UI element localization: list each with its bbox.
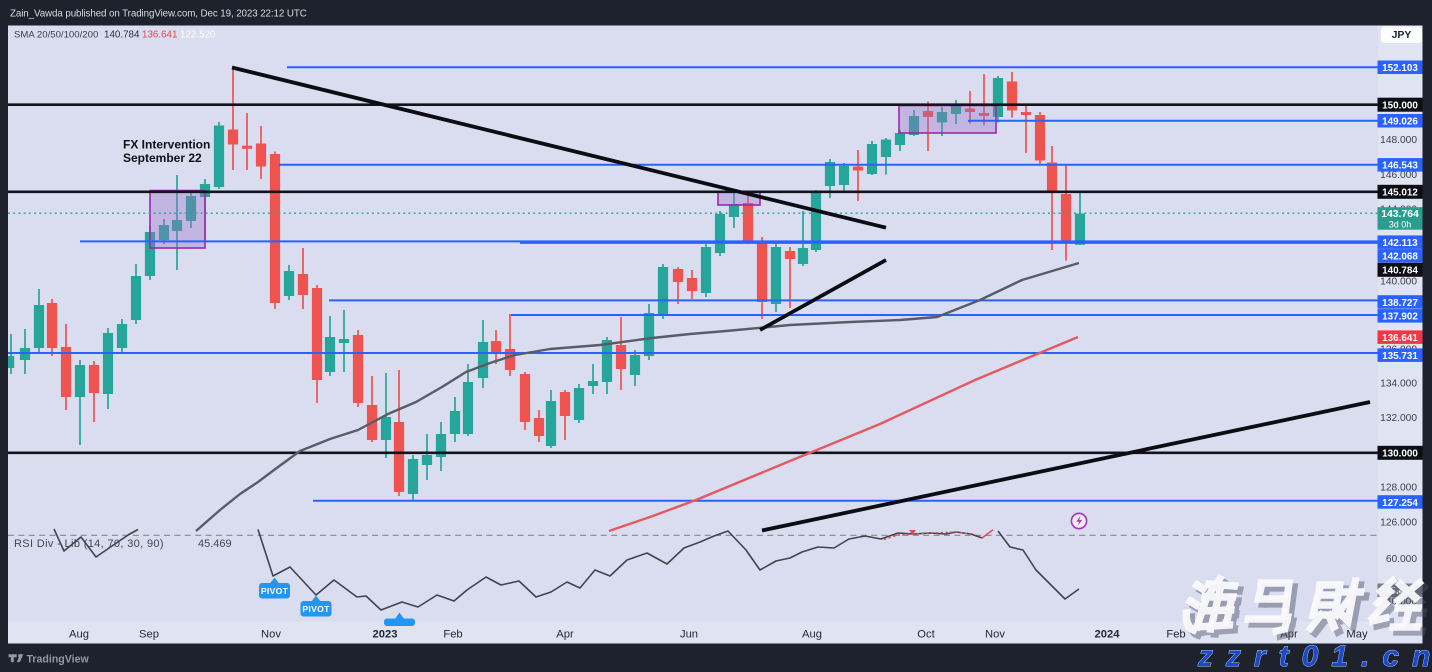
svg-text:Zain_Vawda published on Tradin: Zain_Vawda published on TradingView.com,… (10, 9, 307, 20)
svg-text:128.000: 128.000 (1380, 483, 1417, 494)
svg-text:143.764: 143.764 (1381, 209, 1419, 220)
svg-text:140.000: 140.000 (1380, 277, 1417, 288)
svg-text:September 22: September 22 (123, 151, 202, 165)
svg-text:130.000: 130.000 (1382, 449, 1418, 460)
svg-text:PIVOT: PIVOT (261, 586, 289, 596)
svg-text:Aug: Aug (69, 629, 89, 641)
svg-text:126.000: 126.000 (1380, 517, 1417, 528)
svg-text:60.000: 60.000 (1386, 554, 1417, 565)
svg-text:May: May (1346, 629, 1368, 641)
svg-text:122.520: 122.520 (180, 30, 216, 41)
svg-text:146.543: 146.543 (1382, 161, 1418, 172)
svg-text:149.026: 149.026 (1382, 117, 1418, 128)
svg-text:132.000: 132.000 (1380, 413, 1417, 424)
svg-text:45.469: 45.469 (198, 538, 232, 550)
svg-text:142.068: 142.068 (1382, 252, 1418, 263)
svg-text:Apr: Apr (556, 629, 574, 641)
svg-text:150.000: 150.000 (1382, 101, 1418, 112)
svg-text:136.641: 136.641 (1382, 333, 1418, 344)
svg-text:146.000: 146.000 (1380, 170, 1417, 181)
svg-text:zzrt01.cn: zzrt01.cn (1197, 640, 1432, 672)
svg-text:127.254: 127.254 (1382, 498, 1418, 509)
svg-text:3d 0h: 3d 0h (1389, 220, 1412, 230)
svg-text:2023: 2023 (373, 629, 398, 641)
svg-text:145.012: 145.012 (1382, 188, 1418, 199)
svg-text:134.000: 134.000 (1380, 378, 1417, 389)
svg-text:Nov: Nov (985, 629, 1005, 641)
svg-text:Sep: Sep (139, 629, 159, 641)
svg-text:JPY: JPY (1392, 29, 1412, 41)
svg-text:148.000: 148.000 (1380, 135, 1417, 146)
svg-text:40.000: 40.000 (1386, 596, 1417, 607)
svg-text:140.784: 140.784 (1382, 266, 1418, 277)
svg-text:PIVOT: PIVOT (302, 604, 330, 614)
svg-text:Jun: Jun (680, 629, 698, 641)
svg-text:Feb: Feb (443, 629, 462, 641)
svg-text:Feb: Feb (1166, 629, 1185, 641)
svg-text:Nov: Nov (261, 629, 281, 641)
svg-text:TradingView: TradingView (27, 653, 90, 665)
svg-text:137.902: 137.902 (1382, 312, 1418, 323)
svg-text:135.731: 135.731 (1382, 351, 1418, 362)
svg-text:136.641: 136.641 (142, 30, 177, 41)
svg-text:SMA 20/50/100/200: SMA 20/50/100/200 (14, 30, 98, 41)
svg-text:2024: 2024 (1095, 629, 1121, 641)
svg-text:RSI Div - Lib (14, 70, 30, 90): RSI Div - Lib (14, 70, 30, 90) (14, 538, 164, 550)
svg-text:142.113: 142.113 (1382, 238, 1418, 249)
svg-text:138.727: 138.727 (1382, 298, 1418, 309)
svg-text:Oct: Oct (917, 629, 935, 641)
svg-text:45.469: 45.469 (1385, 586, 1416, 597)
svg-text:FX Intervention: FX Intervention (123, 138, 210, 152)
svg-text:Aug: Aug (802, 629, 822, 641)
svg-text:140.784: 140.784 (104, 30, 140, 41)
svg-text:152.103: 152.103 (1382, 63, 1418, 74)
